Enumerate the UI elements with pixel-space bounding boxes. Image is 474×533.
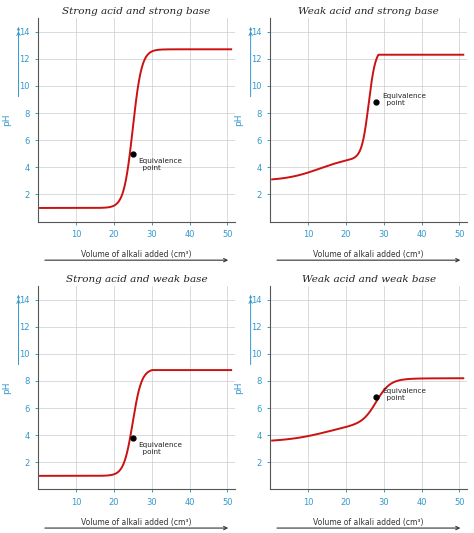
Title: Weak acid and strong base: Weak acid and strong base xyxy=(298,7,439,16)
Text: Equivalence
  point: Equivalence point xyxy=(382,93,426,106)
Text: Equivalence
  point: Equivalence point xyxy=(382,388,426,401)
Text: pH: pH xyxy=(234,114,243,126)
Title: Strong acid and weak base: Strong acid and weak base xyxy=(66,275,207,284)
Text: Volume of alkali added (cm³): Volume of alkali added (cm³) xyxy=(313,250,424,259)
Text: pH: pH xyxy=(2,382,11,394)
Text: Equivalence
  point: Equivalence point xyxy=(138,442,182,455)
Text: pH: pH xyxy=(2,114,11,126)
Text: Volume of alkali added (cm³): Volume of alkali added (cm³) xyxy=(81,518,192,527)
Title: Strong acid and strong base: Strong acid and strong base xyxy=(63,7,210,16)
Text: Equivalence
  point: Equivalence point xyxy=(138,158,182,171)
Text: Volume of alkali added (cm³): Volume of alkali added (cm³) xyxy=(313,518,424,527)
Text: pH: pH xyxy=(234,382,243,394)
Text: Volume of alkali added (cm³): Volume of alkali added (cm³) xyxy=(81,250,192,259)
Title: Weak acid and weak base: Weak acid and weak base xyxy=(301,275,436,284)
